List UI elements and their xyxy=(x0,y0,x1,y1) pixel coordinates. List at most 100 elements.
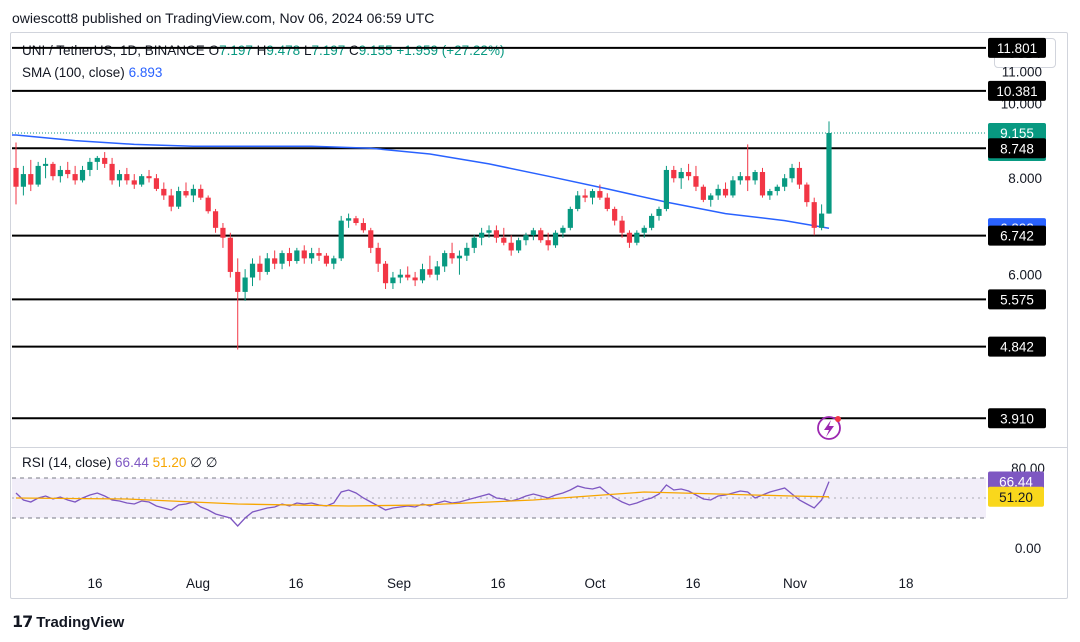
candle xyxy=(139,174,145,187)
candle xyxy=(353,215,359,226)
candle xyxy=(456,250,463,275)
rsi-axis-label: 0.00 xyxy=(1015,541,1041,556)
price-tag-bg xyxy=(988,408,1046,429)
candle-body xyxy=(257,263,263,272)
candle xyxy=(612,206,618,226)
candle-body xyxy=(109,163,115,181)
candle xyxy=(42,157,49,179)
candle xyxy=(589,188,596,205)
candle xyxy=(597,184,603,200)
candle xyxy=(72,165,78,185)
candle-body xyxy=(131,180,137,185)
candle-body xyxy=(759,172,766,196)
price-tag-text: 8.748 xyxy=(1000,141,1034,156)
candle xyxy=(715,184,721,200)
candle xyxy=(279,250,285,270)
candle-body xyxy=(331,258,337,264)
candle-body xyxy=(493,230,500,238)
lightning-icon[interactable] xyxy=(817,416,841,440)
price-tag-text: 6.742 xyxy=(1000,229,1034,244)
candle-body xyxy=(279,253,285,264)
time-axis-label: 16 xyxy=(87,576,102,591)
footer-logo[interactable]: 𝟭𝟳 TradingView xyxy=(12,612,124,632)
candle-body xyxy=(390,277,396,284)
candle xyxy=(530,227,536,241)
candle-body xyxy=(819,213,825,228)
candle-body xyxy=(538,230,544,241)
candle-body xyxy=(161,188,167,196)
candle-body xyxy=(235,271,241,292)
candle-body xyxy=(102,157,108,164)
candle xyxy=(693,165,699,192)
candle-body xyxy=(678,172,684,179)
candle-body xyxy=(582,195,588,198)
candle-body xyxy=(449,253,455,259)
candle-body xyxy=(294,250,300,262)
rsi-extra-2: ∅ xyxy=(205,455,218,470)
candle-body xyxy=(693,176,699,187)
candle xyxy=(634,230,640,246)
sma-legend[interactable]: SMA (100, close) 6.893 xyxy=(22,65,162,80)
candle xyxy=(582,188,588,203)
time-axis-label: 16 xyxy=(288,576,303,591)
symbol-name[interactable]: UNI / TetherUS, 1D, BINANCE xyxy=(22,43,205,58)
candle-body xyxy=(523,235,529,241)
candle-body xyxy=(146,176,152,179)
candle-body xyxy=(826,133,832,214)
candle xyxy=(419,263,426,284)
candle-body xyxy=(190,188,196,196)
candle xyxy=(109,157,115,185)
candle xyxy=(382,261,389,289)
open-label: O xyxy=(208,43,220,58)
candle-body xyxy=(65,169,71,175)
time-axis-label: Sep xyxy=(387,576,411,591)
candle xyxy=(345,213,352,228)
candle xyxy=(774,184,780,196)
price-tag: 6.742 xyxy=(988,225,1046,246)
candle xyxy=(183,182,189,198)
candle-body xyxy=(220,227,226,238)
candle-body xyxy=(264,258,270,272)
candle-body xyxy=(715,188,721,196)
rsi-tag-text: 51.20 xyxy=(999,490,1033,505)
candle xyxy=(35,161,41,187)
candle xyxy=(796,161,803,189)
time-axis-label: 16 xyxy=(490,576,505,591)
candle-body xyxy=(139,176,145,185)
candle-body xyxy=(79,169,86,181)
candle-body xyxy=(464,247,470,256)
candle xyxy=(198,184,204,200)
candle xyxy=(759,167,766,198)
candle xyxy=(641,225,647,238)
candle-body xyxy=(286,253,293,262)
candle xyxy=(545,232,551,251)
candle xyxy=(212,208,219,233)
candle xyxy=(626,230,633,248)
candle-body xyxy=(405,274,411,278)
candle-body xyxy=(752,172,758,181)
rsi-legend[interactable]: RSI (14, close) 66.44 51.20 ∅ ∅ xyxy=(22,455,217,471)
candle xyxy=(153,174,160,192)
candle xyxy=(619,215,625,238)
lightning-icon-ring xyxy=(817,416,841,440)
candle-body xyxy=(375,247,381,264)
pane-divider[interactable] xyxy=(11,447,1067,448)
rsi-ma-line xyxy=(15,491,830,507)
candle xyxy=(176,186,182,209)
price-tag-text: 9.155 xyxy=(1000,126,1034,141)
candle xyxy=(20,165,26,196)
candle xyxy=(708,193,714,207)
change-value: +1.959 (+27.22%) xyxy=(396,43,505,58)
candle-body xyxy=(227,237,233,272)
candle xyxy=(745,144,751,192)
candle-body xyxy=(309,253,315,259)
candle xyxy=(272,250,278,270)
candle-body xyxy=(57,169,63,177)
price-tag-bg xyxy=(988,138,1046,159)
candle xyxy=(560,225,566,238)
candle xyxy=(124,167,130,185)
price-tag-bg xyxy=(988,225,1046,246)
candle-body xyxy=(412,277,418,281)
candle xyxy=(538,227,544,243)
